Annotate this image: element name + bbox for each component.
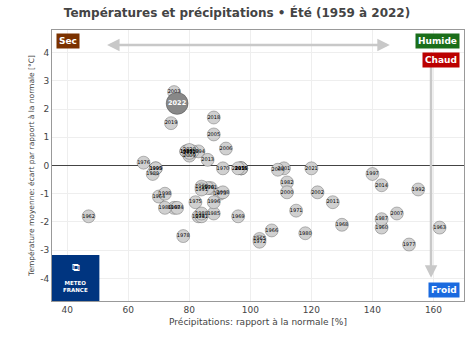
svg-text:1964: 1964 [152, 193, 165, 199]
svg-text:2013: 2013 [201, 156, 214, 162]
svg-text:1966: 1966 [265, 227, 278, 233]
svg-text:Chaud: Chaud [425, 55, 457, 65]
svg-text:METEOFRANCE: METEOFRANCE [63, 280, 88, 293]
svg-text:1977: 1977 [403, 241, 416, 247]
svg-text:1991: 1991 [195, 186, 208, 192]
svg-text:2022: 2022 [168, 99, 186, 107]
svg-text:2018: 2018 [207, 114, 220, 120]
svg-text:Humide: Humide [418, 36, 457, 46]
svg-text:2: 2 [43, 104, 49, 114]
svg-text:1972: 1972 [253, 238, 266, 244]
svg-text:2003: 2003 [168, 88, 181, 94]
svg-text:Froid: Froid [431, 285, 457, 295]
svg-text:1987: 1987 [375, 215, 388, 221]
svg-text:1979: 1979 [201, 184, 214, 190]
svg-text:1971: 1971 [290, 207, 303, 213]
svg-text:1973: 1973 [213, 190, 226, 196]
svg-text:-1: -1 [40, 189, 49, 199]
svg-text:2019: 2019 [165, 119, 178, 125]
svg-text:1969: 1969 [232, 213, 245, 219]
svg-text:2006: 2006 [220, 145, 233, 151]
svg-text:2002: 2002 [311, 189, 324, 195]
svg-text:Températures et précipitations: Températures et précipitations • Été (19… [64, 5, 410, 20]
svg-text:Température moyenne: écart par: Température moyenne: écart par rapport à… [27, 55, 36, 277]
svg-text:2020: 2020 [183, 146, 196, 152]
svg-text:1980: 1980 [299, 230, 312, 236]
svg-text:40: 40 [62, 305, 74, 315]
svg-text:1992: 1992 [412, 186, 425, 192]
svg-text:1994: 1994 [192, 148, 205, 154]
svg-text:1999: 1999 [149, 165, 162, 171]
svg-text:1989: 1989 [146, 170, 159, 176]
svg-text:0: 0 [43, 161, 49, 171]
svg-text:4: 4 [43, 48, 49, 58]
svg-text:2010: 2010 [186, 148, 199, 154]
svg-text:-3: -3 [40, 245, 49, 255]
svg-text:1982: 1982 [281, 179, 294, 185]
svg-text:1983: 1983 [180, 148, 193, 154]
svg-text:-4: -4 [40, 274, 49, 284]
svg-text:2014: 2014 [375, 182, 388, 188]
svg-text:2021: 2021 [305, 165, 318, 171]
svg-text:⧉: ⧉ [72, 261, 80, 274]
svg-text:1998: 1998 [159, 190, 172, 196]
svg-text:1963: 1963 [433, 224, 446, 230]
svg-text:140: 140 [364, 305, 381, 315]
svg-text:1985: 1985 [207, 210, 220, 216]
svg-text:1959: 1959 [235, 165, 248, 171]
svg-text:1997: 1997 [366, 170, 379, 176]
svg-text:1990: 1990 [195, 183, 208, 189]
svg-text:2009: 2009 [183, 152, 196, 158]
svg-text:1960: 1960 [375, 224, 388, 230]
svg-text:1984: 1984 [171, 204, 184, 210]
svg-text:-2: -2 [40, 217, 49, 227]
svg-text:3: 3 [43, 76, 49, 86]
svg-text:1988: 1988 [195, 210, 208, 216]
svg-text:Précipitations: rapport à la n: Précipitations: rapport à la normale [%] [169, 317, 347, 327]
svg-text:1981: 1981 [195, 213, 208, 219]
svg-text:60: 60 [123, 305, 135, 315]
svg-text:80: 80 [184, 305, 196, 315]
svg-text:1961: 1961 [204, 184, 217, 190]
svg-text:1962: 1962 [82, 213, 95, 219]
svg-text:120: 120 [303, 305, 320, 315]
svg-text:1974: 1974 [192, 213, 205, 219]
svg-text:2007: 2007 [390, 210, 403, 216]
svg-text:2017: 2017 [232, 165, 245, 171]
svg-text:1976: 1976 [137, 159, 150, 165]
svg-text:Sec: Sec [59, 36, 77, 46]
svg-text:2016: 2016 [235, 165, 248, 171]
svg-text:1978: 1978 [177, 232, 190, 238]
svg-text:2001: 2001 [278, 165, 291, 171]
svg-text:1967: 1967 [168, 204, 181, 210]
svg-text:1975: 1975 [189, 198, 202, 204]
svg-text:1996: 1996 [207, 198, 220, 204]
svg-text:2012: 2012 [183, 149, 196, 155]
svg-text:2005: 2005 [207, 131, 220, 137]
svg-text:1: 1 [43, 132, 49, 142]
svg-text:2000: 2000 [281, 189, 294, 195]
svg-text:1968: 1968 [336, 221, 349, 227]
svg-text:2011: 2011 [326, 198, 339, 204]
svg-text:1986: 1986 [159, 204, 172, 210]
svg-text:160: 160 [425, 305, 442, 315]
svg-text:1965: 1965 [253, 235, 266, 241]
svg-text:1970: 1970 [217, 165, 230, 171]
svg-text:1993: 1993 [180, 148, 193, 154]
svg-text:100: 100 [242, 305, 259, 315]
svg-text:2008: 2008 [217, 189, 230, 195]
svg-text:2015: 2015 [235, 165, 248, 171]
svg-text:2004: 2004 [271, 166, 284, 172]
svg-text:1995: 1995 [149, 165, 162, 171]
